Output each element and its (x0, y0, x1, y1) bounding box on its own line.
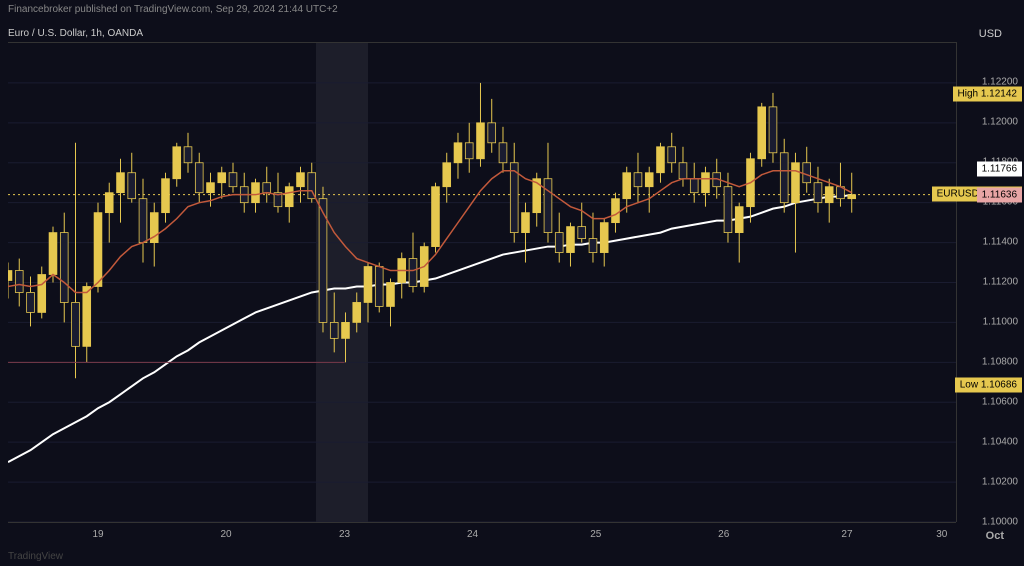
price-tick: 1.10200 (982, 477, 1018, 488)
time-tick: 24 (467, 529, 478, 540)
price-tick: 1.10400 (982, 437, 1018, 448)
time-axis[interactable]: 19 20 23 24 25 26 27 30 (8, 522, 956, 548)
price-tick: 1.11200 (983, 277, 1018, 288)
time-tick: 25 (590, 529, 601, 540)
price-scale[interactable]: 1.100001.102001.104001.106001.108001.110… (956, 42, 1024, 522)
price-label-low-label: Low 1.10686 (955, 377, 1022, 392)
price-tick: 1.10000 (982, 517, 1018, 528)
price-label-white-label: 1.11766 (977, 161, 1022, 176)
price-label-high-label: High 1.12142 (953, 86, 1023, 101)
chart-area[interactable] (8, 42, 956, 522)
price-tick: 1.10600 (982, 397, 1018, 408)
time-tick: 27 (841, 529, 852, 540)
price-tick: 1.10800 (982, 356, 1018, 367)
month-label: Oct (986, 530, 1004, 542)
time-tick: 30 (936, 529, 947, 540)
price-tick: 1.11000 (983, 317, 1018, 328)
time-tick: 19 (92, 529, 103, 540)
time-tick: 23 (339, 529, 350, 540)
time-tick: 20 (220, 529, 231, 540)
currency-label: USD (979, 28, 1002, 40)
candlestick-chart (8, 43, 956, 522)
watermark: TradingView (8, 551, 63, 562)
price-tick: 1.12000 (982, 116, 1018, 127)
time-tick: 26 (718, 529, 729, 540)
symbol-label: Euro / U.S. Dollar, 1h, OANDA (8, 28, 143, 39)
publish-info: Financebroker published on TradingView.c… (8, 4, 338, 15)
price-tick: 1.11400 (983, 237, 1018, 248)
price-label-pink-label: 1.11636 (977, 187, 1022, 202)
